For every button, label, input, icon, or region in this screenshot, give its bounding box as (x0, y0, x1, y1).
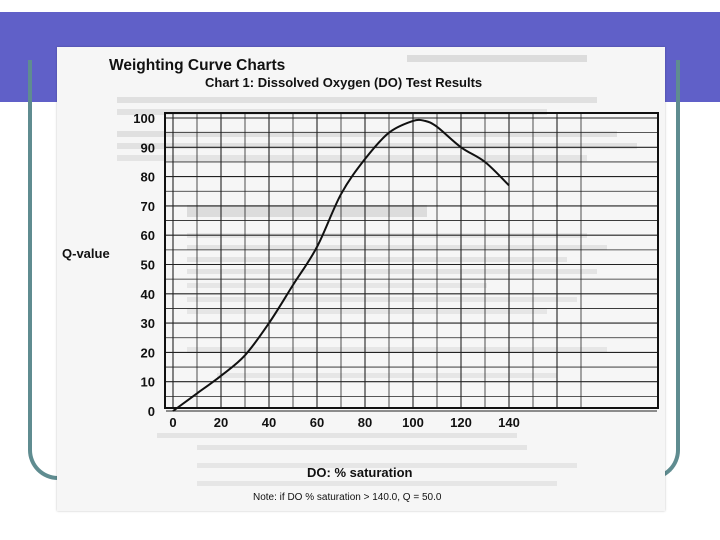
chart-grid (166, 114, 657, 412)
plot-frame (164, 112, 659, 409)
weighting-curve-chart: Weighting Curve Charts Chart 1: Dissolve… (62, 55, 659, 503)
chart-title: Chart 1: Dissolved Oxygen (DO) Test Resu… (205, 75, 482, 90)
y-tick-label: 50 (141, 258, 155, 273)
y-tick-label: 90 (141, 140, 155, 155)
y-tick-label: 70 (141, 199, 155, 214)
y-tick-label: 80 (141, 170, 155, 185)
y-tick-label: 0 (148, 404, 155, 419)
y-tick-label: 20 (141, 345, 155, 360)
x-tick-label: 60 (310, 415, 324, 430)
y-tick-label: 100 (133, 111, 155, 126)
y-tick-label: 40 (141, 287, 155, 302)
y-axis-title: Q-value (62, 246, 110, 261)
x-tick-label: 100 (402, 415, 424, 430)
x-tick-label: 0 (169, 415, 176, 430)
y-tick-label: 30 (141, 316, 155, 331)
x-tick-label: 120 (450, 415, 472, 430)
sheet-heading: Weighting Curve Charts (109, 57, 285, 74)
q-value-curve (172, 118, 510, 412)
scanned-sheet: Weighting Curve Charts Chart 1: Dissolve… (57, 47, 665, 511)
x-tick-label: 80 (358, 415, 372, 430)
chart-tick-labels: 0 10 20 30 40 50 60 70 80 90 100 0 20 40 60 80 100 120 140 (133, 111, 520, 430)
x-tick-label: 40 (262, 415, 276, 430)
x-tick-label: 20 (214, 415, 228, 430)
scan-bleed-through (117, 55, 637, 486)
x-tick-label: 140 (498, 415, 520, 430)
y-tick-label: 60 (141, 228, 155, 243)
chart-note: Note: if DO % saturation > 140.0, Q = 50… (253, 492, 442, 503)
x-axis-title: DO: % saturation (307, 465, 413, 480)
y-tick-label: 10 (141, 375, 155, 390)
